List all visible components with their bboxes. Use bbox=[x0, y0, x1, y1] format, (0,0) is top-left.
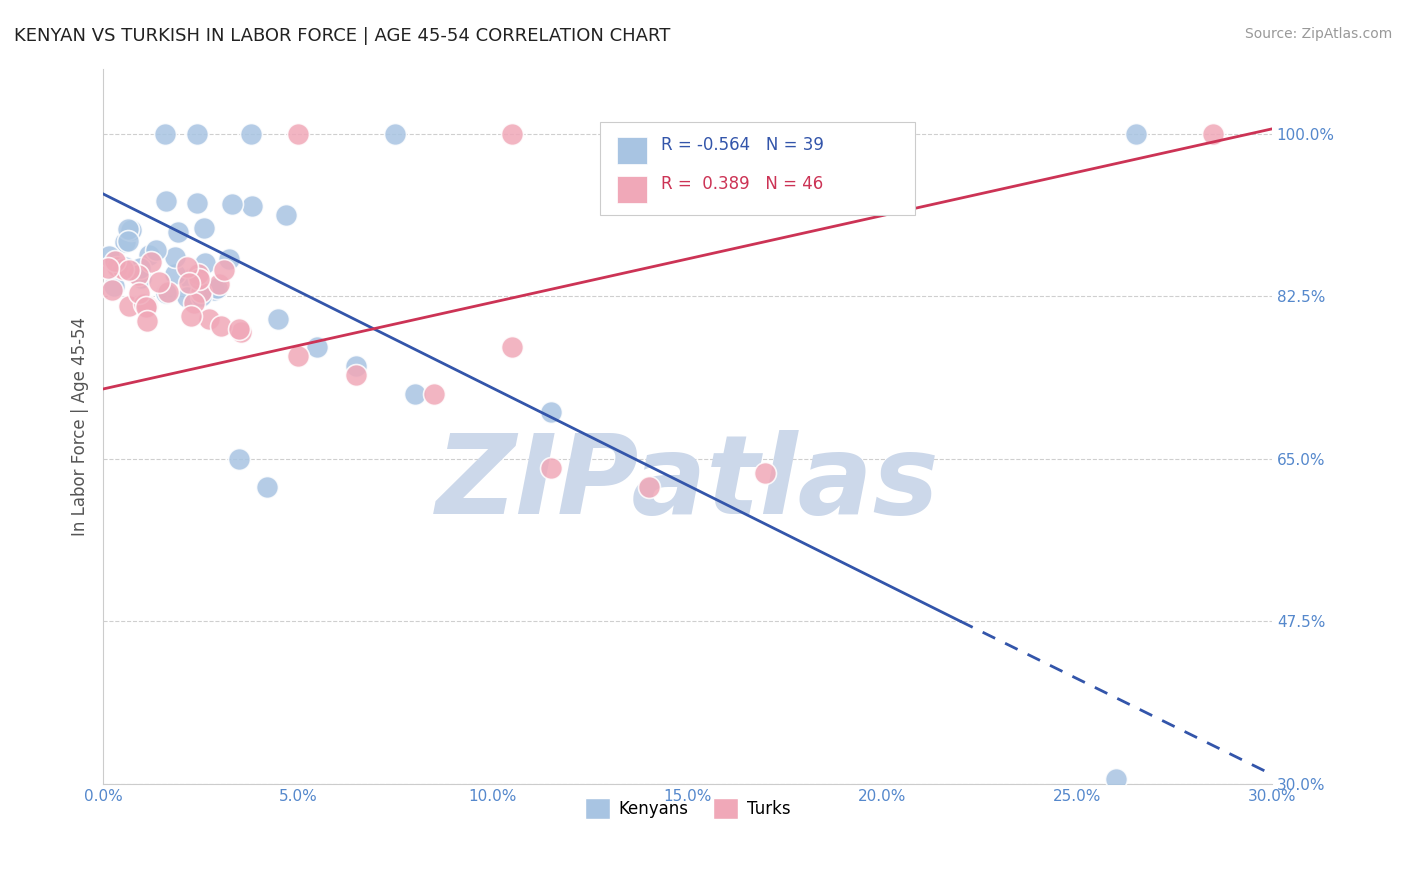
Text: ZIPatlas: ZIPatlas bbox=[436, 430, 939, 537]
Point bbox=[307, 340, 329, 354]
Point bbox=[240, 199, 263, 213]
Point bbox=[754, 466, 776, 480]
Point bbox=[148, 275, 170, 289]
Point bbox=[267, 312, 290, 326]
Point bbox=[540, 461, 562, 475]
Point bbox=[218, 252, 240, 267]
Text: KENYAN VS TURKISH IN LABOR FORCE | AGE 45-54 CORRELATION CHART: KENYAN VS TURKISH IN LABOR FORCE | AGE 4… bbox=[14, 27, 671, 45]
Point bbox=[163, 250, 186, 264]
Point bbox=[136, 314, 159, 328]
Point bbox=[637, 479, 659, 493]
Point bbox=[188, 271, 211, 285]
Point bbox=[179, 276, 201, 290]
Point bbox=[696, 127, 718, 141]
Point bbox=[183, 296, 205, 310]
Point bbox=[163, 267, 186, 281]
Point bbox=[129, 260, 152, 275]
Point bbox=[501, 340, 523, 354]
Point bbox=[256, 479, 278, 493]
Point bbox=[120, 223, 142, 237]
Point bbox=[187, 268, 209, 282]
Point bbox=[274, 208, 297, 222]
Point bbox=[105, 260, 128, 274]
Point bbox=[1105, 772, 1128, 786]
Legend: Kenyans, Turks: Kenyans, Turks bbox=[578, 792, 797, 825]
Point bbox=[344, 359, 367, 373]
Point bbox=[194, 255, 217, 269]
Point bbox=[193, 221, 215, 235]
Point bbox=[118, 299, 141, 313]
Point bbox=[131, 271, 153, 285]
Point bbox=[118, 263, 141, 277]
Point bbox=[501, 127, 523, 141]
Point bbox=[344, 368, 367, 382]
Point bbox=[167, 225, 190, 239]
FancyBboxPatch shape bbox=[617, 176, 647, 203]
Point bbox=[176, 260, 198, 274]
Point bbox=[186, 196, 208, 211]
Point bbox=[207, 277, 229, 291]
Point bbox=[1125, 127, 1147, 141]
Point bbox=[190, 289, 212, 303]
Point bbox=[204, 284, 226, 298]
Point bbox=[104, 253, 127, 268]
Point bbox=[155, 286, 177, 301]
Point bbox=[114, 260, 136, 274]
Point bbox=[97, 260, 120, 275]
Text: R =  0.389   N = 46: R = 0.389 N = 46 bbox=[661, 175, 823, 193]
Point bbox=[98, 249, 121, 263]
Point bbox=[139, 255, 162, 269]
Point bbox=[1202, 127, 1225, 141]
Point bbox=[228, 451, 250, 466]
Point bbox=[114, 235, 136, 250]
Point bbox=[135, 301, 157, 315]
Point bbox=[180, 310, 202, 324]
Point bbox=[205, 281, 228, 295]
Point bbox=[138, 248, 160, 262]
Point bbox=[197, 312, 219, 326]
Point bbox=[287, 350, 309, 364]
Point bbox=[179, 272, 201, 286]
Point bbox=[145, 243, 167, 257]
Point bbox=[155, 194, 177, 208]
Point bbox=[209, 318, 232, 333]
Point bbox=[101, 283, 124, 297]
Point bbox=[103, 279, 125, 293]
Point bbox=[423, 386, 446, 401]
Point bbox=[176, 290, 198, 304]
Point bbox=[287, 127, 309, 141]
Point bbox=[186, 127, 208, 141]
Point bbox=[228, 321, 250, 335]
Text: Source: ZipAtlas.com: Source: ZipAtlas.com bbox=[1244, 27, 1392, 41]
Point bbox=[240, 127, 263, 141]
Point bbox=[155, 127, 177, 141]
Point bbox=[127, 268, 149, 283]
Point bbox=[221, 197, 243, 211]
Text: R = -0.564   N = 39: R = -0.564 N = 39 bbox=[661, 136, 824, 154]
Point bbox=[617, 127, 640, 141]
FancyBboxPatch shape bbox=[600, 122, 915, 215]
Point bbox=[384, 127, 406, 141]
Point bbox=[136, 300, 159, 314]
Point bbox=[132, 296, 155, 310]
Point bbox=[157, 285, 180, 299]
Y-axis label: In Labor Force | Age 45-54: In Labor Force | Age 45-54 bbox=[72, 317, 89, 535]
Point bbox=[117, 222, 139, 236]
Point bbox=[540, 405, 562, 419]
Point bbox=[231, 325, 253, 339]
Point bbox=[117, 234, 139, 248]
Point bbox=[190, 285, 212, 299]
Point bbox=[212, 263, 235, 277]
Point bbox=[128, 285, 150, 300]
Point bbox=[404, 386, 426, 401]
FancyBboxPatch shape bbox=[617, 137, 647, 164]
Point bbox=[111, 262, 134, 277]
